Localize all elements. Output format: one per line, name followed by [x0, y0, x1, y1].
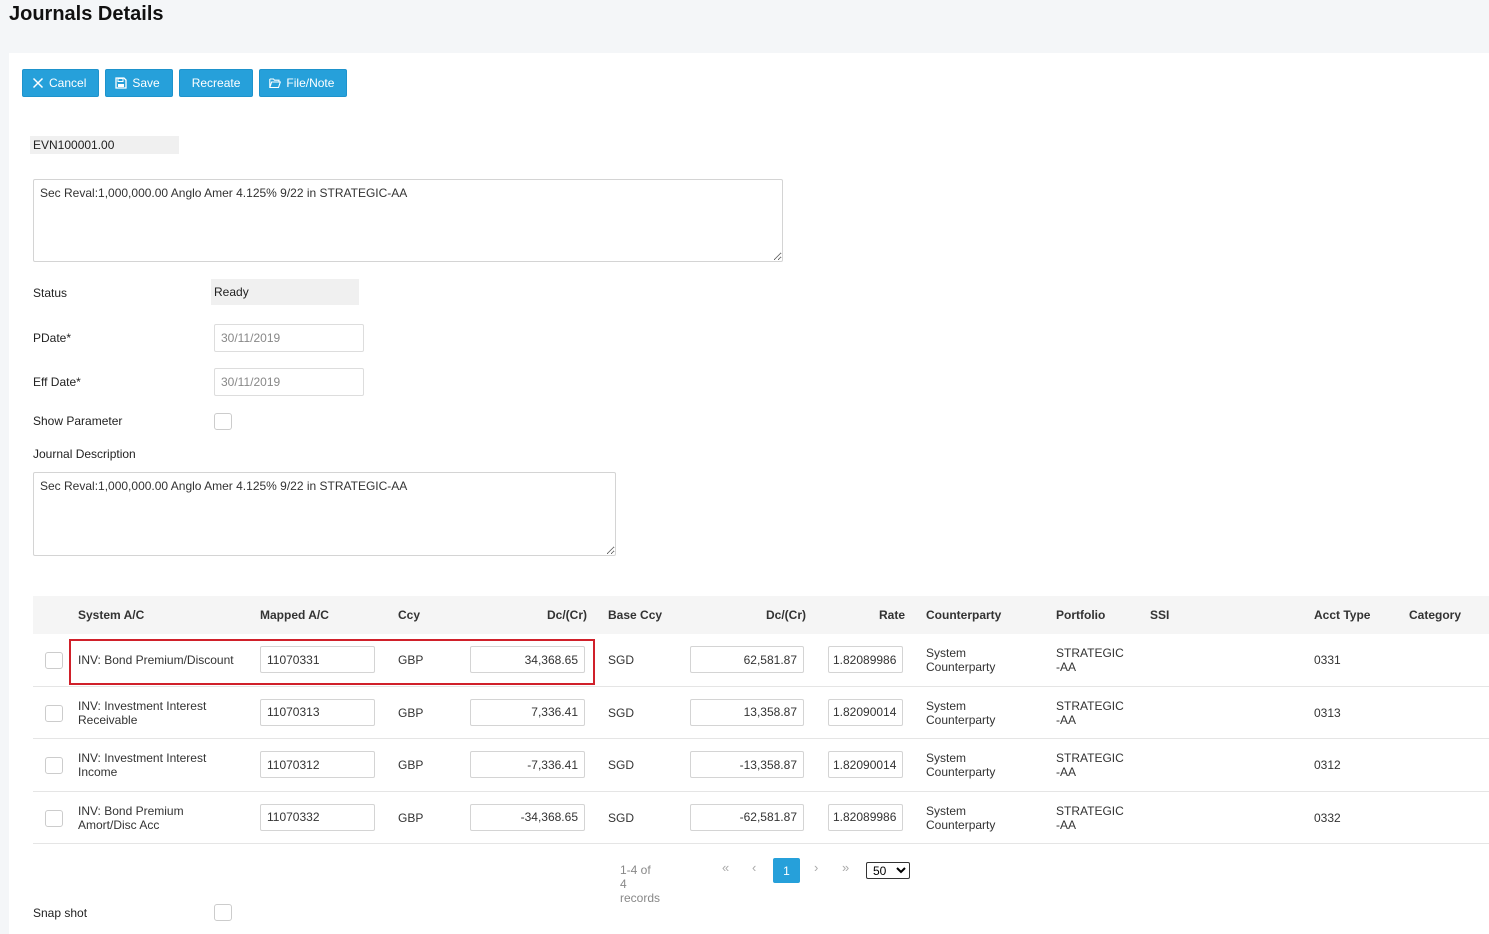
file-note-button-label: File/Note — [286, 76, 335, 90]
folder-open-icon — [269, 77, 282, 89]
prev-page-icon[interactable]: ‹ — [752, 860, 757, 875]
table-row: INV: Investment Interest Income GBP SGD … — [33, 739, 1489, 792]
current-page-button[interactable]: 1 — [773, 858, 800, 883]
base-ccy-cell: SGD — [608, 653, 635, 667]
journal-note-textarea[interactable]: Sec Reval:1,000,000.00 Anglo Amer 4.125%… — [33, 179, 783, 262]
ccy-cell: GBP — [398, 705, 424, 720]
save-button-label: Save — [132, 76, 160, 90]
pdate-label: PDate* — [33, 331, 72, 345]
pdate-input[interactable] — [214, 324, 364, 352]
recreate-button[interactable]: Recreate — [178, 69, 254, 97]
status-field: Ready — [211, 279, 359, 305]
status-label: Status — [33, 286, 68, 300]
row-checkbox[interactable] — [45, 757, 63, 774]
base-ccy-cell: SGD — [608, 810, 635, 825]
system-ac-cell: INV: Investment Interest Income — [78, 751, 207, 779]
header-base-ccy: Base Ccy — [608, 608, 663, 622]
base-ccy-cell: SGD — [608, 758, 635, 772]
dc-input[interactable] — [470, 751, 585, 778]
snapshot-label: Snap shot — [33, 906, 88, 920]
table-row: INV: Investment Interest Receivable GBP … — [33, 686, 1489, 739]
mapped-ac-input[interactable] — [260, 751, 375, 778]
dc-input[interactable] — [470, 698, 585, 726]
rate-input[interactable] — [828, 646, 903, 673]
header-ccy: Ccy — [398, 608, 421, 622]
last-page-icon[interactable]: » — [842, 860, 850, 875]
show-parameter-label: Show Parameter — [33, 414, 123, 428]
header-mapped-ac: Mapped A/C — [260, 608, 329, 622]
row-checkbox[interactable] — [45, 652, 63, 669]
table-row: INV: Bond Premium Amort/Disc Acc GBP SGD… — [33, 791, 1489, 844]
table-header: System A/C Mapped A/C Ccy Dc/(Cr) Base C… — [33, 596, 1489, 634]
page-title: Journals Details — [9, 3, 164, 25]
rate-input[interactable] — [828, 698, 903, 726]
first-page-icon[interactable]: « — [722, 860, 730, 875]
floppy-disk-icon — [115, 77, 128, 89]
base-dc-input[interactable] — [690, 803, 804, 831]
file-note-button[interactable]: File/Note — [259, 69, 348, 97]
base-ccy-cell: SGD — [608, 705, 635, 720]
close-icon — [32, 77, 44, 89]
recreate-button-label: Recreate — [191, 76, 241, 90]
pager-info: 1-4 of 4 records — [620, 863, 661, 905]
snapshot-checkbox[interactable] — [214, 904, 232, 921]
page-size-select[interactable]: 50 — [866, 862, 910, 879]
header-rate: Rate — [879, 608, 906, 622]
counterparty-cell: System Counterparty — [926, 751, 996, 779]
header-ssi: SSI — [1150, 608, 1170, 622]
save-button[interactable]: Save — [105, 69, 173, 97]
journal-id-field: EVN100001.00 — [30, 136, 179, 154]
journal-lines-table: System A/C Mapped A/C Ccy Dc/(Cr) Base C… — [33, 596, 1489, 844]
header-system-ac: System A/C — [78, 608, 145, 622]
rate-input[interactable] — [828, 751, 903, 778]
cancel-button[interactable]: Cancel — [22, 69, 100, 97]
effdate-input[interactable] — [214, 368, 364, 396]
dc-input[interactable] — [470, 646, 585, 673]
mapped-ac-input[interactable] — [260, 698, 375, 726]
rate-input[interactable] — [828, 803, 903, 831]
acct-type-cell: 0313 — [1314, 705, 1341, 720]
mapped-ac-input[interactable] — [260, 646, 375, 673]
counterparty-cell: System Counterparty — [926, 698, 996, 727]
acct-type-cell: 0312 — [1314, 758, 1341, 772]
row-checkbox[interactable] — [45, 809, 63, 827]
toolbar: Cancel Save Recreate File/Note — [22, 69, 348, 97]
ccy-cell: GBP — [398, 653, 424, 667]
portfolio-cell: STRATEGIC-AA — [1056, 751, 1124, 779]
portfolio-cell: STRATEGIC-AA — [1056, 646, 1124, 674]
next-page-icon[interactable]: › — [814, 860, 819, 875]
dc-input[interactable] — [470, 803, 585, 831]
system-ac-cell: INV: Investment Interest Receivable — [78, 698, 207, 727]
header-portfolio: Portfolio — [1056, 608, 1106, 622]
acct-type-cell: 0332 — [1314, 810, 1341, 825]
base-dc-input[interactable] — [690, 646, 804, 673]
portfolio-cell: STRATEGIC-AA — [1056, 803, 1124, 832]
header-acct-type: Acct Type — [1314, 608, 1371, 622]
journal-description-textarea[interactable]: Sec Reval:1,000,000.00 Anglo Amer 4.125%… — [33, 472, 616, 556]
journal-description-label: Journal Description — [33, 447, 136, 461]
base-dc-input[interactable] — [690, 698, 804, 726]
header-dc: Dc/(Cr) — [547, 608, 588, 622]
status-value: Ready — [214, 285, 249, 299]
effdate-label: Eff Date* — [33, 375, 81, 389]
show-parameter-checkbox[interactable] — [214, 413, 232, 430]
counterparty-cell: System Counterparty — [926, 803, 996, 832]
ccy-cell: GBP — [398, 810, 424, 825]
header-base-dc: Dc/(Cr) — [766, 608, 807, 622]
system-ac-cell: INV: Bond Premium/Discount — [78, 653, 234, 667]
base-dc-input[interactable] — [690, 751, 804, 778]
header-category: Category — [1409, 608, 1462, 622]
cancel-button-label: Cancel — [49, 76, 87, 90]
ccy-cell: GBP — [398, 758, 424, 772]
portfolio-cell: STRATEGIC-AA — [1056, 698, 1124, 727]
journal-id-value: EVN100001.00 — [33, 138, 115, 152]
mapped-ac-input[interactable] — [260, 803, 375, 831]
acct-type-cell: 0331 — [1314, 653, 1341, 667]
counterparty-cell: System Counterparty — [926, 646, 996, 674]
table-row: INV: Bond Premium/Discount GBP SGD Syste… — [33, 634, 1489, 687]
system-ac-cell: INV: Bond Premium Amort/Disc Acc — [78, 803, 184, 832]
header-counterparty: Counterparty — [926, 608, 1002, 622]
row-checkbox[interactable] — [45, 704, 63, 722]
journal-panel: Cancel Save Recreate File/Note EVN100001… — [9, 53, 1489, 934]
